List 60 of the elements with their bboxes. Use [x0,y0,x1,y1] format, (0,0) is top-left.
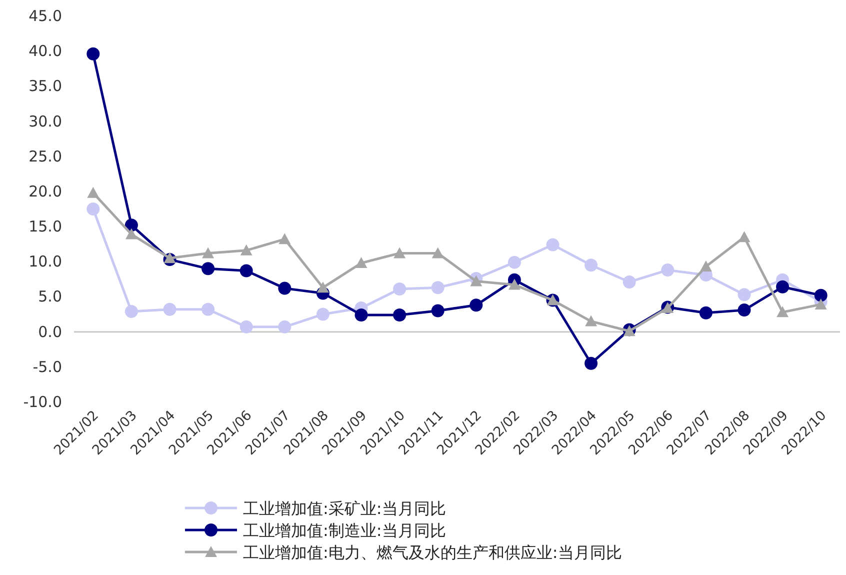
legend-label: 工业增加值:采矿业:当月同比 [243,499,446,518]
point [278,282,292,295]
point [202,247,214,258]
y-tick-label: 40.0 [28,42,62,60]
point [699,306,712,320]
point [393,282,406,296]
y-tick-label: 20.0 [28,182,62,200]
point [316,282,329,293]
point [124,304,138,318]
y-tick-label: 5.0 [38,288,62,306]
point [240,264,253,278]
y-tick-label: 10.0 [28,252,62,271]
point [738,304,751,317]
point [814,298,827,310]
point [240,320,253,334]
point [393,308,406,322]
point [86,47,100,60]
point [86,202,100,216]
point [125,228,138,240]
point [508,256,521,269]
point [738,231,750,242]
point [470,298,483,312]
point [240,244,252,256]
point [738,288,751,302]
point [316,308,330,321]
legend-label: 工业增加值:制造业:当月同比 [243,521,446,540]
y-tick-label: 45.0 [28,7,62,25]
point [508,278,520,290]
point [546,238,560,252]
point [584,356,598,370]
y-tick-label: 25.0 [28,147,62,166]
point [470,275,482,286]
legend-label: 工业增加值:电力、燃气及水的生产和供应业:当月同比 [243,543,622,562]
point [394,247,406,258]
y-tick-label: 35.0 [28,77,62,96]
point [584,258,598,272]
point [278,320,292,334]
point [202,302,215,316]
y-tick-label: 15.0 [28,218,62,236]
point [202,262,215,276]
point [776,306,789,318]
point [431,281,444,294]
point [278,233,291,244]
point [87,186,100,198]
point [164,252,176,264]
point [814,288,828,302]
point [163,302,176,316]
point [355,257,368,268]
point [622,275,636,288]
point [661,264,674,277]
y-tick-label: -5.0 [32,358,62,376]
point [776,280,790,294]
y-tick-label: 0.0 [38,322,62,341]
point [431,304,444,318]
point [354,308,368,322]
point [700,260,712,272]
point [585,315,598,326]
y-tick-label: 30.0 [28,112,62,130]
y-tick-label: -10.0 [23,393,62,411]
point [432,247,444,258]
